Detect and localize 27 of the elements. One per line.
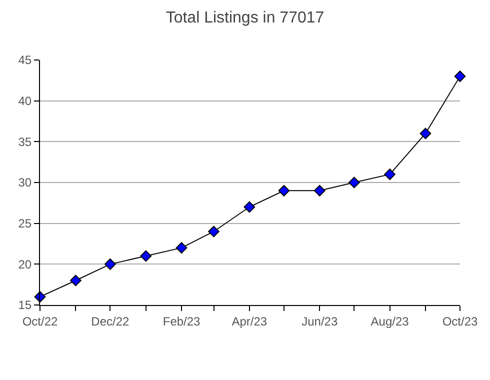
y-tick-label: 35: [18, 134, 32, 149]
point: [454, 70, 466, 82]
point: [208, 226, 220, 238]
y-tick-label: 20: [18, 257, 32, 272]
y-tick-label: 15: [18, 298, 32, 312]
x-tick-label: Oct/23: [442, 314, 478, 328]
x-tick-label: Oct/22: [22, 314, 58, 328]
x-tick-label: Feb/23: [162, 314, 201, 328]
point: [176, 242, 188, 254]
y-tick-label: 30: [18, 176, 32, 190]
point: [384, 168, 396, 180]
y-tick-label: 25: [18, 216, 32, 231]
point: [244, 201, 256, 213]
point: [104, 258, 116, 270]
x-tick-label: Dec/22: [91, 314, 130, 328]
y-tick-label: 40: [18, 94, 32, 108]
point: [348, 176, 360, 188]
chart-title: Total Listings in 77017: [166, 10, 324, 27]
x-tick-label: Apr/23: [232, 314, 268, 328]
point: [140, 250, 152, 262]
point: [278, 184, 290, 196]
point: [420, 128, 432, 140]
x-tick-label: Aug/23: [370, 314, 410, 328]
point: [70, 274, 82, 286]
x-tick-label: Jun/23: [302, 314, 338, 328]
point: [314, 184, 326, 196]
y-tick-label: 45: [18, 53, 32, 68]
